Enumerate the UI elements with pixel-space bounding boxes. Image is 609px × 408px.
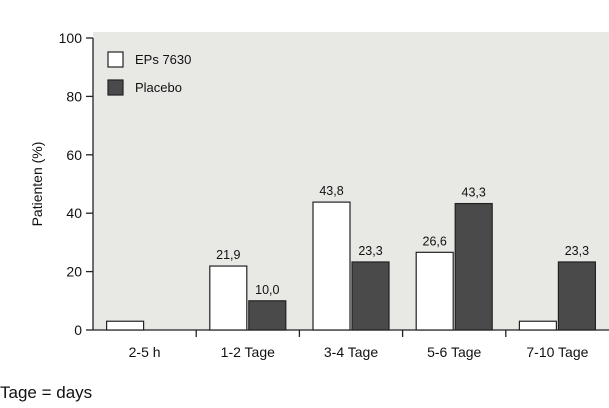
bar-chart: 0 20 40 60 80 100 2-5 h 1-2 Tage 3-4 Tage 5-6 Ta… — [29, 30, 609, 360]
legend: EPs 7630 Placebo — [107, 51, 191, 96]
y-tick-label: 0 — [74, 322, 82, 338]
x-tick-label: 3-4 Tage — [324, 344, 378, 360]
y-tick-label: 100 — [59, 30, 83, 46]
legend-label: Placebo — [135, 80, 182, 95]
y-axis: 0 20 40 60 80 100 — [59, 30, 94, 338]
bar-eps-7630 — [312, 201, 351, 331]
data-label: 23,3 — [358, 244, 382, 258]
data-label: 26,6 — [423, 234, 447, 248]
bar-eps-7630 — [105, 320, 145, 331]
x-tick-label: 2-5 h — [129, 344, 161, 360]
bar-placebo — [454, 202, 493, 331]
bar-placebo — [557, 261, 597, 331]
x-tick-label: 7-10 Tage — [526, 344, 588, 360]
legend-swatch — [107, 51, 124, 68]
y-tick-label: 20 — [66, 264, 82, 280]
data-label: 43,8 — [319, 184, 343, 198]
x-tick-label: 1-2 Tage — [221, 344, 275, 360]
caption: Tage = days — [0, 383, 93, 402]
bar-eps-7630 — [415, 251, 454, 331]
y-tick-label: 80 — [66, 88, 82, 104]
x-axis: 2-5 h 1-2 Tage 3-4 Tage 5-6 Tage 7-10 Tage — [93, 329, 609, 360]
legend-label: EPs 7630 — [135, 52, 191, 67]
plot-background — [93, 32, 609, 330]
legend-swatch — [107, 79, 124, 96]
y-tick-label: 60 — [66, 147, 82, 163]
data-label: 23,3 — [565, 244, 589, 258]
data-label: 10,0 — [255, 283, 279, 297]
data-label: 43,3 — [462, 186, 486, 200]
x-tick-label: 5-6 Tage — [427, 344, 481, 360]
bars: 21,9 10,0 43,8 23,3 26,6 43,3 23,3 — [105, 184, 597, 331]
data-label: 21,9 — [216, 248, 240, 262]
y-tick-label: 40 — [66, 205, 82, 221]
bar-eps-7630 — [518, 320, 558, 331]
bar-eps-7630 — [209, 265, 248, 331]
bar-placebo — [351, 261, 390, 331]
bar-placebo — [248, 300, 287, 331]
y-axis-title: Patienten (%) — [29, 142, 45, 227]
